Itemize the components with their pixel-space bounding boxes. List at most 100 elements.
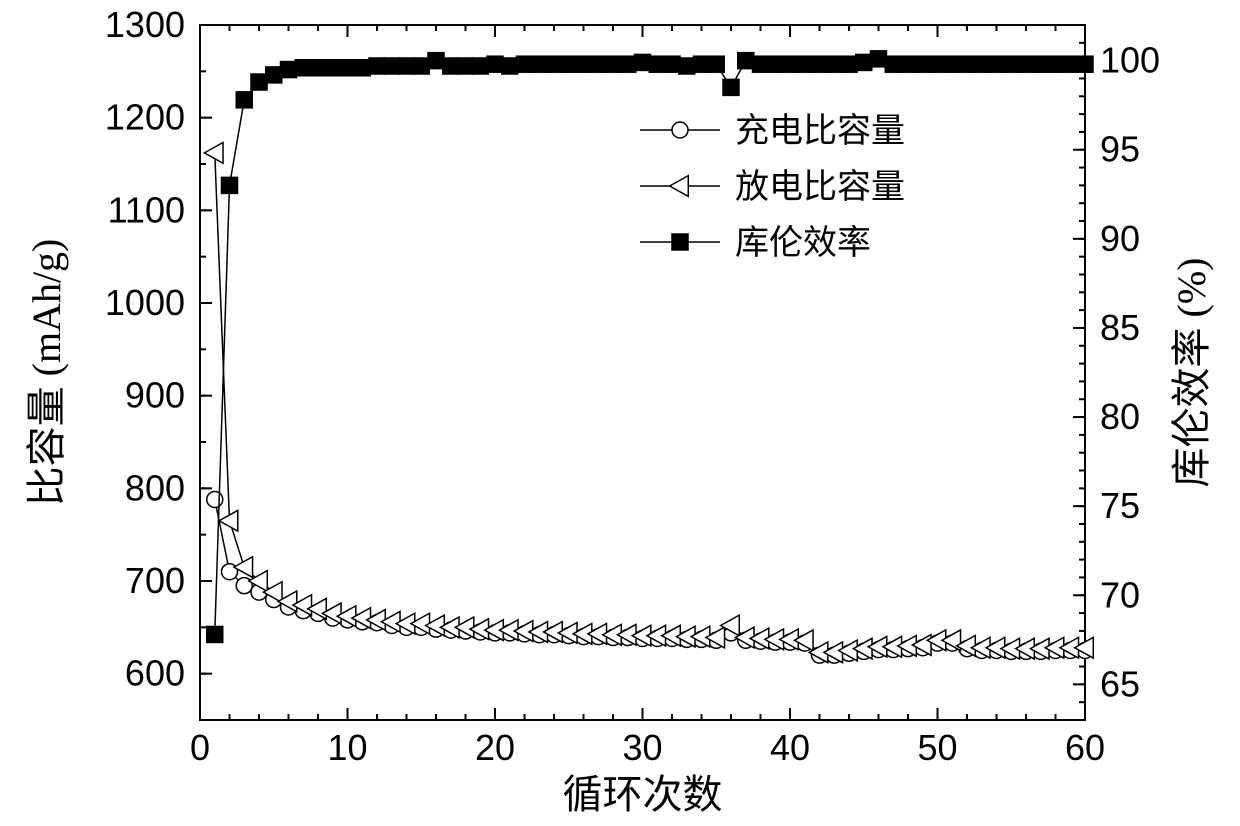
- x-axis-label: 循环次数: [563, 772, 723, 817]
- marker-square: [930, 56, 946, 72]
- x-tick-label: 0: [190, 727, 210, 768]
- marker-square: [841, 56, 857, 72]
- marker-triangle-left: [670, 176, 689, 197]
- yr-tick-label: 85: [1100, 307, 1140, 348]
- marker-square: [708, 56, 724, 72]
- marker-square: [620, 56, 636, 72]
- marker-square: [989, 56, 1005, 72]
- marker-square: [384, 58, 400, 74]
- marker-triangle-left: [204, 143, 223, 164]
- marker-square: [266, 67, 282, 83]
- yr-tick-label: 95: [1100, 129, 1140, 170]
- yl-tick-label: 1100: [108, 189, 185, 230]
- marker-square: [605, 56, 621, 72]
- marker-square: [871, 51, 887, 67]
- marker-square: [517, 56, 533, 72]
- marker-square: [900, 56, 916, 72]
- marker-square: [472, 58, 488, 74]
- marker-square: [885, 56, 901, 72]
- marker-square: [295, 60, 311, 76]
- x-tick-label: 50: [917, 727, 957, 768]
- marker-square: [856, 54, 872, 70]
- yl-tick-label: 1200: [105, 97, 185, 138]
- marker-square: [236, 92, 252, 108]
- marker-square: [325, 60, 341, 76]
- marker-square: [531, 56, 547, 72]
- marker-square: [944, 56, 960, 72]
- marker-square: [207, 626, 223, 642]
- marker-square: [1077, 56, 1093, 72]
- marker-square: [1033, 56, 1049, 72]
- yr-tick-label: 100: [1100, 40, 1160, 81]
- marker-square: [1048, 56, 1064, 72]
- marker-square: [767, 56, 783, 72]
- marker-square: [487, 56, 503, 72]
- marker-square: [458, 58, 474, 74]
- marker-square: [354, 60, 370, 76]
- marker-square: [974, 56, 990, 72]
- legend-label: 放电比容量: [735, 168, 905, 206]
- y-left-axis-label: 比容量 (mAh/g): [24, 239, 69, 507]
- legend: 充电比容量放电比容量库伦效率: [640, 112, 905, 262]
- y-right-axis-label: 库伦效率 (%): [1169, 258, 1214, 488]
- marker-square: [635, 54, 651, 70]
- marker-square: [399, 58, 415, 74]
- series-line: [215, 153, 1085, 652]
- chart-container: 0 10 20 30 40 50 60 600 700 800 900 1000 1100 1200 130…: [0, 0, 1240, 826]
- marker-square: [694, 56, 710, 72]
- legend-label: 充电比容量: [735, 112, 905, 150]
- marker-square: [281, 62, 297, 78]
- marker-square: [546, 56, 562, 72]
- marker-square: [672, 234, 688, 250]
- marker-square: [812, 56, 828, 72]
- marker-square: [1018, 56, 1034, 72]
- yl-tick-label: 600: [125, 653, 185, 694]
- marker-square: [340, 60, 356, 76]
- x-tick-label: 10: [327, 727, 367, 768]
- marker-square: [502, 58, 518, 74]
- yr-tick-label: 90: [1100, 218, 1140, 259]
- marker-square: [738, 53, 754, 69]
- x-tick-label: 30: [622, 727, 662, 768]
- marker-square: [222, 177, 238, 193]
- marker-square: [1003, 56, 1019, 72]
- marker-square: [797, 56, 813, 72]
- marker-square: [664, 56, 680, 72]
- marker-square: [590, 56, 606, 72]
- x-tick-label: 60: [1065, 727, 1105, 768]
- marker-square: [310, 60, 326, 76]
- series-line: [215, 59, 1085, 635]
- yl-tick-label: 800: [125, 467, 185, 508]
- yr-tick-label: 75: [1100, 485, 1140, 526]
- yr-tick-label: 70: [1100, 574, 1140, 615]
- legend-label: 库伦效率: [735, 224, 871, 262]
- marker-square: [576, 56, 592, 72]
- x-tick-label: 40: [770, 727, 810, 768]
- marker-square: [443, 58, 459, 74]
- marker-square: [753, 56, 769, 72]
- series-放电比容量: [204, 143, 1093, 663]
- marker-square: [369, 58, 385, 74]
- marker-square: [649, 56, 665, 72]
- yr-tick-label: 80: [1100, 396, 1140, 437]
- x-tick-label: 20: [475, 727, 515, 768]
- yl-tick-label: 700: [125, 560, 185, 601]
- marker-square: [723, 79, 739, 95]
- yr-tick-label: 65: [1100, 663, 1140, 704]
- marker-square: [413, 58, 429, 74]
- marker-square: [915, 56, 931, 72]
- yl-tick-label: 1000: [105, 282, 185, 323]
- marker-square: [251, 74, 267, 90]
- marker-square: [679, 58, 695, 74]
- marker-square: [826, 56, 842, 72]
- marker-square: [1062, 56, 1078, 72]
- yl-tick-label: 1300: [105, 4, 185, 45]
- marker-square: [782, 56, 798, 72]
- marker-square: [428, 53, 444, 69]
- chart-svg: 0 10 20 30 40 50 60 600 700 800 900 1000 1100 1200 130…: [0, 0, 1240, 826]
- marker-circle: [672, 122, 688, 138]
- series-库伦效率: [207, 51, 1093, 643]
- marker-square: [959, 56, 975, 72]
- marker-circle: [207, 491, 223, 507]
- yl-tick-label: 900: [125, 375, 185, 416]
